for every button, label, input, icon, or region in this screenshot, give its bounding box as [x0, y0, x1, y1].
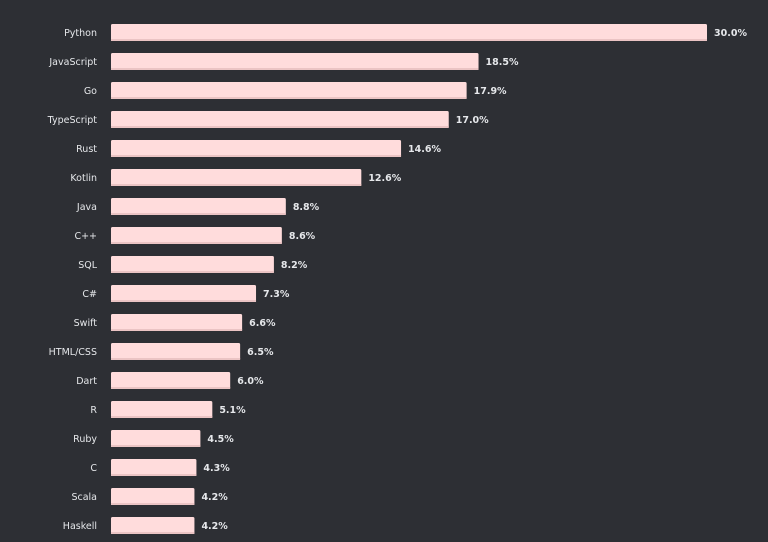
value-label: 4.2%	[201, 521, 228, 532]
bar	[111, 459, 197, 476]
value-label: 8.6%	[289, 231, 316, 242]
category-label: Kotlin	[70, 173, 97, 184]
category-label: TypeScript	[47, 115, 98, 126]
bar	[111, 314, 243, 331]
category-label: Dart	[76, 376, 97, 387]
category-label: C++	[74, 231, 97, 242]
bar	[111, 140, 402, 157]
bar	[111, 169, 362, 186]
category-label: Python	[64, 28, 97, 39]
bar	[111, 53, 479, 70]
category-label: HTML/CSS	[49, 347, 97, 358]
bar-shadow	[111, 68, 479, 70]
bar-shadow	[111, 184, 362, 186]
value-label: 4.5%	[207, 434, 234, 445]
value-label: 6.6%	[249, 318, 276, 329]
category-label: SQL	[78, 260, 98, 271]
value-label: 4.2%	[201, 492, 228, 503]
category-label: Ruby	[73, 434, 97, 445]
bar	[111, 430, 201, 447]
value-label: 6.5%	[247, 347, 274, 358]
value-label: 12.6%	[368, 173, 401, 184]
category-label: C	[90, 463, 97, 474]
bar-shadow	[111, 445, 201, 447]
bar	[111, 488, 195, 505]
bar-shadow	[111, 126, 449, 128]
bar	[111, 517, 195, 534]
bar	[111, 343, 241, 360]
value-label: 18.5%	[486, 57, 519, 68]
bar-shadow	[111, 271, 274, 273]
bar	[111, 372, 231, 389]
bar	[111, 401, 213, 418]
value-label: 17.0%	[456, 115, 489, 126]
category-label: Haskell	[63, 521, 97, 532]
bar-shadow	[111, 532, 195, 534]
bar-shadow	[111, 358, 241, 360]
category-label: R	[90, 405, 97, 416]
value-label: 7.3%	[263, 289, 290, 300]
category-label: Java	[76, 202, 97, 213]
bar-shadow	[111, 474, 197, 476]
value-label: 17.9%	[474, 86, 507, 97]
bar	[111, 227, 282, 244]
bar-shadow	[111, 387, 231, 389]
bar-shadow	[111, 97, 467, 99]
bar-shadow	[111, 242, 282, 244]
bar	[111, 256, 274, 273]
category-label: Rust	[76, 144, 97, 155]
category-label: Scala	[71, 492, 97, 503]
category-label: C#	[82, 289, 97, 300]
bar	[111, 111, 449, 128]
bar-shadow	[111, 503, 195, 505]
bar	[111, 285, 257, 302]
value-label: 8.2%	[281, 260, 308, 271]
bar	[111, 198, 286, 215]
bar-shadow	[111, 155, 402, 157]
category-label: JavaScript	[48, 57, 97, 68]
bar	[111, 82, 467, 99]
value-label: 5.1%	[219, 405, 246, 416]
bar-shadow	[111, 39, 707, 41]
category-label: Swift	[74, 318, 98, 329]
bar-shadow	[111, 416, 213, 418]
value-label: 4.3%	[203, 463, 230, 474]
value-label: 14.6%	[408, 144, 441, 155]
value-label: 30.0%	[714, 28, 747, 39]
bar-shadow	[111, 329, 243, 331]
bar-shadow	[111, 300, 257, 302]
value-label: 8.8%	[293, 202, 320, 213]
category-label: Go	[84, 86, 97, 97]
value-label: 6.0%	[237, 376, 264, 387]
bar-shadow	[111, 213, 286, 215]
bar	[111, 24, 707, 41]
